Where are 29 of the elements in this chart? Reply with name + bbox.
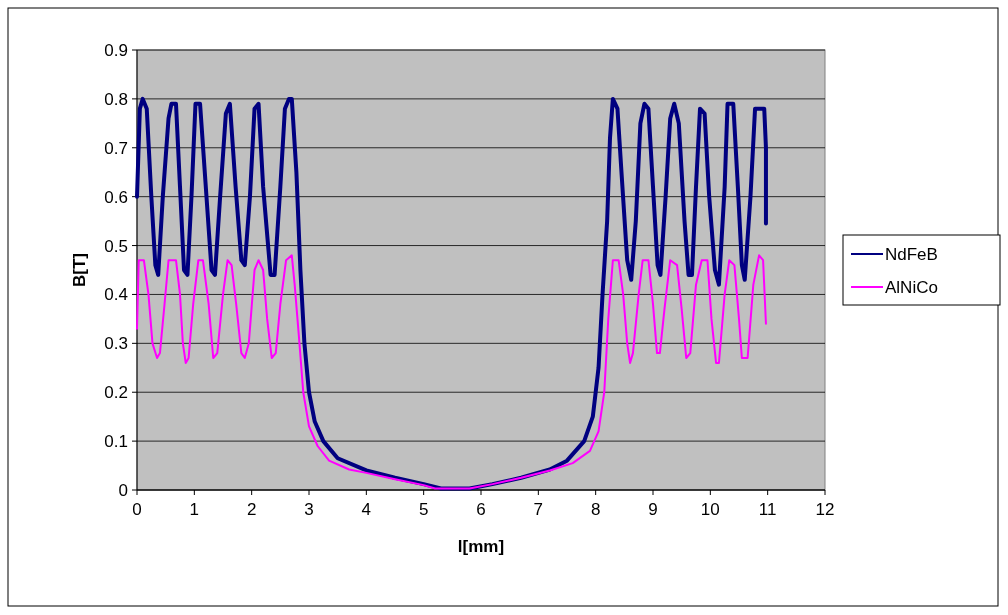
x-tick-label: 2	[246, 500, 257, 519]
x-tick-label: 10	[700, 500, 720, 519]
y-tick-label: 0.1	[104, 432, 128, 452]
y-tick-label: 0	[118, 480, 128, 500]
y-tick-label: 0.6	[104, 187, 128, 207]
legend-label: NdFeB	[885, 244, 938, 264]
x-axis-title: l[mm]	[457, 537, 505, 556]
line-series	[136, 254, 767, 490]
x-tick-label: 7	[533, 500, 544, 519]
x-tick-label: 9	[648, 500, 658, 519]
y-tick-label: 0.7	[104, 138, 128, 158]
y-tick-label: 0.3	[104, 334, 128, 354]
y-tick-label: 0.5	[104, 236, 128, 256]
x-tick-label: 4	[361, 500, 372, 519]
y-tick-label: 0.9	[104, 40, 128, 60]
y-axis-title: B[T]	[70, 253, 89, 287]
y-tick-label: 0.8	[104, 89, 128, 109]
legend-label: AlNiCo	[885, 277, 938, 297]
x-tick-label: 5	[418, 500, 429, 519]
line-series	[135, 96, 768, 491]
x-tick-label: 6	[476, 500, 486, 519]
x-tick-label: 0	[132, 500, 142, 519]
x-tick-label: 1	[189, 500, 200, 519]
x-tick-label: 8	[590, 500, 601, 519]
x-tick-label: 12	[815, 500, 835, 519]
y-tick-label: 0.2	[104, 383, 128, 403]
x-tick-label: 11	[758, 500, 777, 519]
y-tick-label: 0.4	[104, 285, 128, 305]
x-tick-label: 3	[304, 500, 314, 519]
